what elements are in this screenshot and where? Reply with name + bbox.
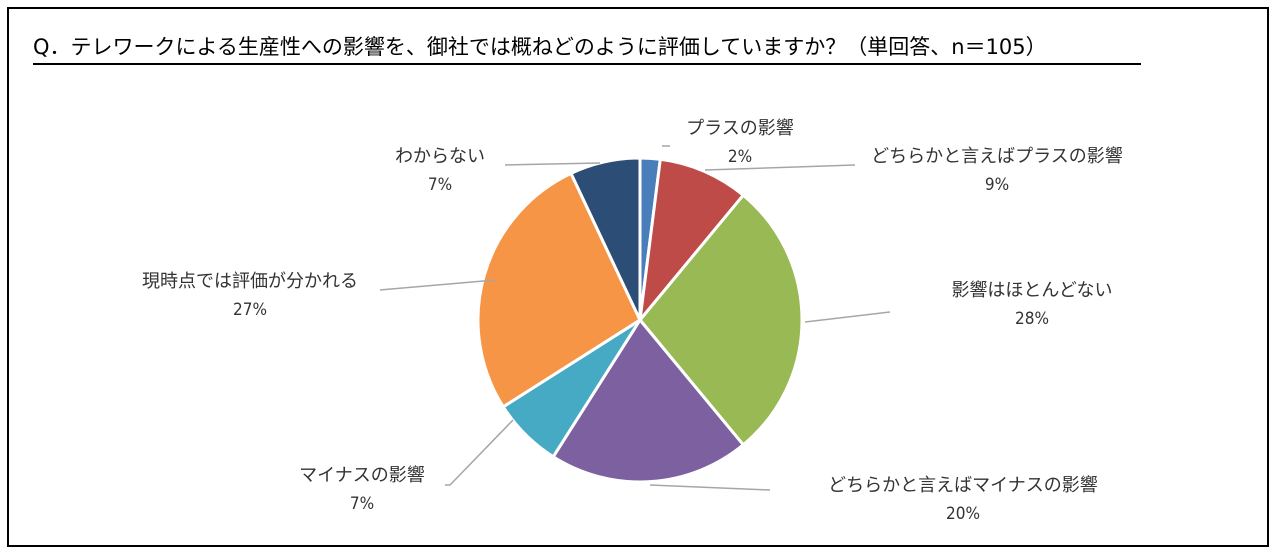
leader-line <box>504 162 601 166</box>
slice-name-label: マイナスの影響 <box>299 465 425 486</box>
leader-line <box>704 164 856 171</box>
slice-name-label: 影響はほとんどない <box>951 280 1112 301</box>
slice-name-label: わからない <box>395 146 485 167</box>
pie-slice <box>476 171 642 409</box>
pie-slice <box>569 156 642 321</box>
pie-slices <box>476 156 804 484</box>
leader-lines <box>379 145 891 491</box>
leader-line <box>445 419 514 486</box>
slice-percent-label: 27% <box>233 300 267 320</box>
slice-name-label: 現時点では評価が分かれる <box>142 271 358 292</box>
leader-line <box>649 484 771 491</box>
slice-labels: プラスの影響 2% どちらかと言えばプラスの影響 9% 影響はほとんどない 28% どちらか… <box>142 118 1123 524</box>
slice-percent-label: 9% <box>985 175 1009 195</box>
chart-title: Q．テレワークによる生産性への影響を、御社では概ねどのように評価していますか？（… <box>33 32 1141 65</box>
slice-percent-label: 7% <box>428 175 452 195</box>
pie-slice <box>637 157 746 325</box>
leader-line <box>804 311 891 323</box>
slice-percent-label: 7% <box>350 494 374 514</box>
pie-slice <box>638 193 804 447</box>
slice-percent-label: 2% <box>728 147 752 167</box>
leader-line <box>379 279 496 291</box>
slice-name-label: どちらかと言えばプラスの影響 <box>871 146 1123 167</box>
slice-name-label: どちらかと言えばマイナスの影響 <box>828 475 1098 496</box>
slice-percent-label: 20% <box>946 504 980 524</box>
slice-percent-label: 28% <box>1015 309 1049 329</box>
pie-slice <box>551 317 746 484</box>
slice-name-label: プラスの影響 <box>686 118 794 139</box>
